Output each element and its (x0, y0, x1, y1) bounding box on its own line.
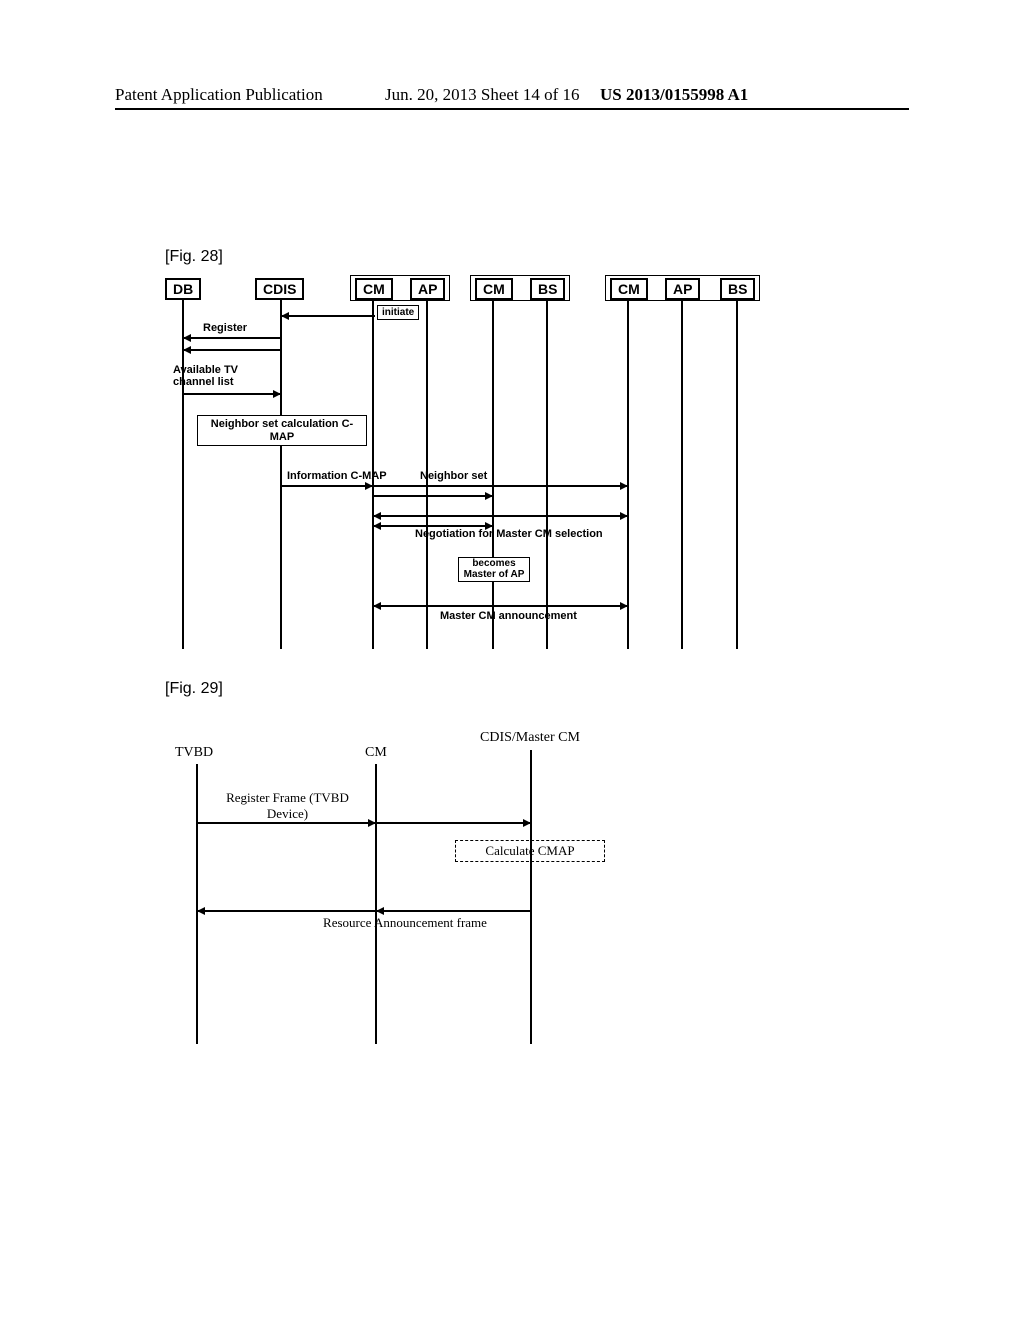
arrow-master-r (494, 605, 627, 607)
node-db: DB (165, 278, 201, 300)
fig29-label: [Fig. 29] (165, 680, 223, 698)
arrow-negotiation-2 (374, 525, 492, 527)
label-avail-tv: Available TV channel list (173, 365, 263, 388)
lifeline-tvbd (196, 764, 198, 1044)
arrow-initiate (282, 315, 375, 317)
label-tvbd: TVBD (175, 745, 213, 761)
lifeline-cdis29 (530, 750, 532, 1044)
arrow-resource-1 (377, 910, 530, 912)
label-info-cmap: Information C-MAP (287, 470, 387, 482)
fig28-diagram: DB CDIS CM AP CM BS CM AP BS initiate Re… (165, 275, 865, 675)
label-negotiation: Negotiation for Master CM selection (415, 528, 603, 540)
label-resource: Resource Announcement frame (295, 915, 515, 931)
fig29-diagram: TVBD CM CDIS/Master CM Register Frame (T… (175, 730, 725, 1060)
lifeline-cm3 (627, 299, 629, 649)
arrow-register (184, 337, 280, 339)
arrow-register2 (184, 349, 280, 351)
label-cdis: CDIS/Master CM (480, 730, 580, 746)
lifeline-cdis (280, 299, 282, 649)
header-rule (115, 108, 909, 110)
arrow-register29b (377, 822, 530, 824)
lifeline-ap3 (681, 299, 683, 649)
header-left: Patent Application Publication (115, 85, 323, 105)
calc-cmap-box: Calculate CMAP (455, 840, 605, 862)
arrow-resource-2 (198, 910, 375, 912)
node-cdis: CDIS (255, 278, 304, 300)
calc-box-28: Neighbor set calculation C-MAP (197, 415, 367, 446)
node-bs3: BS (720, 278, 755, 300)
label-register29: Register Frame (TVBD Device) (215, 790, 360, 822)
lifeline-cm29 (375, 764, 377, 1044)
arrow-register29 (198, 822, 375, 824)
node-ap3: AP (665, 278, 700, 300)
arrow-avail-tv (184, 393, 280, 395)
lifeline-cm2 (492, 299, 494, 649)
lifeline-bs2 (546, 299, 548, 649)
node-cm3: CM (610, 278, 648, 300)
initiate-box: initiate (377, 305, 419, 320)
fig28-label: [Fig. 28] (165, 248, 223, 266)
arrow-negotiation-1 (374, 515, 627, 517)
arrow-neighbor-set2 (374, 495, 492, 497)
becomes-box: becomes Master of AP (458, 557, 530, 582)
lifeline-bs3 (736, 299, 738, 649)
node-cm1: CM (355, 278, 393, 300)
arrow-neighbor-set (374, 485, 627, 487)
label-master-ann: Master CM announcement (440, 610, 577, 622)
label-cm: CM (365, 745, 387, 761)
arrow-info-cmap (282, 485, 372, 487)
arrow-master-l (374, 605, 492, 607)
node-cm2: CM (475, 278, 513, 300)
header-right: US 2013/0155998 A1 (600, 85, 748, 105)
header-mid: Jun. 20, 2013 Sheet 14 of 16 (385, 85, 580, 105)
node-ap1: AP (410, 278, 445, 300)
label-neighbor-set: Neighbor set (420, 470, 487, 482)
label-register: Register (203, 322, 247, 334)
patent-page: Patent Application Publication Jun. 20, … (0, 0, 1024, 1320)
node-bs2: BS (530, 278, 565, 300)
